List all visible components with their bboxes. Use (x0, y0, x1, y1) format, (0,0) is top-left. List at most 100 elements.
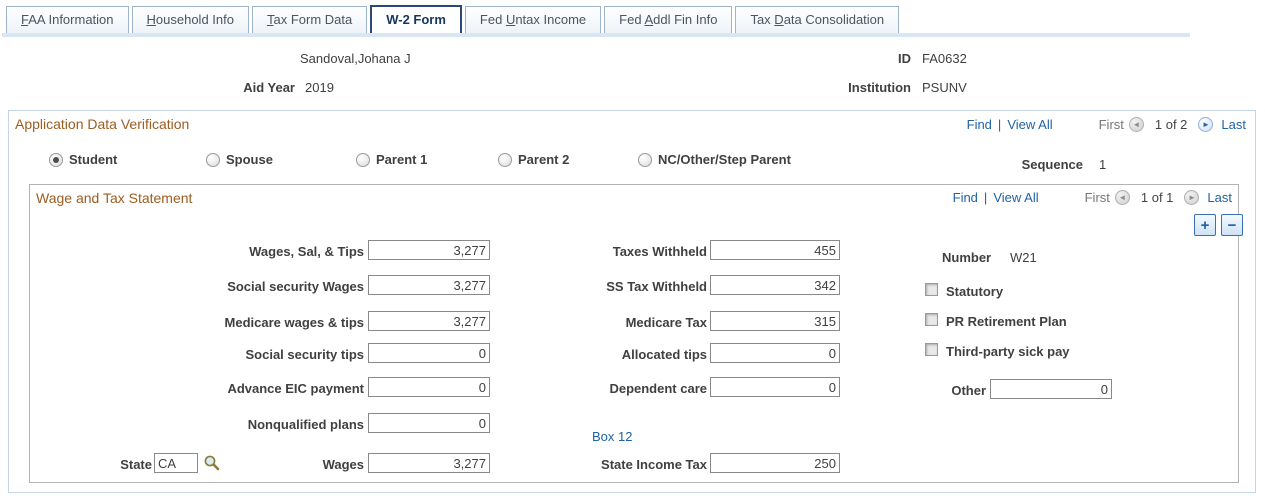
delete-row-button[interactable]: − (1221, 214, 1243, 236)
nav-separator: | (983, 190, 988, 205)
radio-nc-other-step-parent-control[interactable] (638, 152, 652, 167)
application-data-verification-section: Application Data Verification Find | Vie… (8, 110, 1256, 493)
tab-label-key: U (505, 12, 516, 27)
radio-parent-1-label: Parent 1 (376, 152, 428, 167)
medicare-tax-label: Medicare Tax (625, 315, 707, 330)
allocated-tips-input[interactable] (710, 343, 840, 363)
wage-record-nav: Find | View All First ◄ 1 of 1 ► Last (953, 190, 1232, 205)
tab-label-pre: Fed (479, 12, 506, 27)
tab-bar: FAA Information Household Info Tax Form … (6, 5, 900, 33)
wage-row-position: 1 of 1 (1140, 190, 1174, 205)
tab-household-info[interactable]: Household Info (131, 6, 249, 33)
wage-find-link[interactable]: Find (952, 190, 978, 205)
nonqualified-plans-label: Nonqualified plans (247, 417, 364, 432)
magnifier-icon (204, 455, 220, 471)
tab-underline-bar (2, 33, 1190, 37)
dependent-care-input[interactable] (710, 377, 840, 397)
state-wages-input[interactable] (368, 453, 490, 473)
tab-fed-untax-income[interactable]: Fed Untax Income (464, 6, 602, 33)
radio-student[interactable]: Student (49, 152, 117, 167)
tab-faa-information[interactable]: FAA Information (6, 6, 129, 33)
adv-view-all-link[interactable]: View All (1007, 117, 1053, 132)
nonqualified-plans-input[interactable] (368, 413, 490, 433)
other-label: Other (951, 383, 986, 398)
social-security-tips-input[interactable] (368, 343, 490, 363)
adv-next-row-button[interactable]: ► (1198, 117, 1214, 132)
state-lookup-button[interactable] (203, 454, 220, 474)
wage-section-title: Wage and Tax Statement (36, 190, 193, 206)
tab-label-post: ata Consolidation (783, 12, 885, 27)
right-arrow-icon: ► (1201, 120, 1210, 129)
medicare-tax-input[interactable] (710, 311, 840, 331)
social-security-wages-input[interactable] (368, 275, 490, 295)
tab-fed-addl-fin-info[interactable]: Fed Addl Fin Info (604, 6, 733, 33)
taxes-withheld-input[interactable] (710, 240, 840, 260)
sequence-value: 1 (1099, 157, 1107, 172)
wage-next-row-button: ► (1184, 190, 1200, 205)
right-arrow-icon: ► (1187, 193, 1196, 202)
tab-label-pre: Fed (619, 12, 645, 27)
tab-label-post: ax Form Data (273, 12, 353, 27)
radio-parent-2-label: Parent 2 (518, 152, 570, 167)
nav-separator: | (997, 117, 1002, 132)
ss-tax-withheld-input[interactable] (710, 275, 840, 295)
third-party-sick-pay-checkbox[interactable] (925, 343, 938, 356)
radio-student-label: Student (69, 152, 118, 167)
tab-label-post: AA Information (28, 12, 114, 27)
wage-and-tax-statement-section: Wage and Tax Statement Find | View All F… (29, 184, 1243, 483)
institution-value: PSUNV (922, 80, 967, 95)
tab-label-key: F (21, 12, 29, 27)
social-security-tips-label: Social security tips (245, 347, 365, 362)
add-row-button[interactable]: + (1194, 214, 1216, 236)
radio-spouse-label: Spouse (226, 152, 273, 167)
medicare-wages-tips-label: Medicare wages & tips (224, 315, 364, 330)
statutory-checkbox[interactable] (925, 283, 938, 296)
wage-first-text: First (1084, 190, 1110, 205)
radio-nc-other-step-parent[interactable]: NC/Other/Step Parent (638, 152, 791, 167)
box-12-link[interactable]: Box 12 (592, 429, 633, 444)
adv-row-position: 1 of 2 (1154, 117, 1188, 132)
radio-student-control[interactable] (49, 152, 63, 167)
radio-parent-2[interactable]: Parent 2 (498, 152, 569, 167)
other-input[interactable] (990, 379, 1112, 399)
tab-label-post: ntax Income (515, 12, 587, 27)
tab-label-key: T (266, 12, 274, 27)
tab-label-pre: W-2 Form (386, 12, 446, 27)
institution-label: Institution (848, 80, 911, 95)
wages-sal-tips-input[interactable] (368, 240, 490, 260)
tab-label-key: A (644, 12, 654, 27)
radio-spouse[interactable]: Spouse (206, 152, 273, 167)
aid-year-value: 2019 (305, 80, 334, 95)
statutory-label: Statutory (946, 284, 1004, 299)
wage-view-all-link[interactable]: View All (993, 190, 1039, 205)
wage-last-link[interactable]: Last (1207, 190, 1232, 205)
wages-sal-tips-label: Wages, Sal, & Tips (249, 244, 364, 259)
tab-tax-data-consolidation[interactable]: Tax Data Consolidation (735, 6, 900, 33)
state-label: State (120, 457, 152, 472)
id-label: ID (898, 51, 911, 66)
row-action-buttons: + − (1194, 214, 1243, 236)
radio-parent-1[interactable]: Parent 1 (356, 152, 427, 167)
radio-spouse-control[interactable] (206, 152, 220, 167)
ss-tax-withheld-label: SS Tax Withheld (606, 279, 707, 294)
radio-parent-2-control[interactable] (498, 152, 512, 167)
state-income-tax-input[interactable] (710, 453, 840, 473)
pr-retirement-plan-checkbox[interactable] (925, 313, 938, 326)
adv-previous-row-button: ◄ (1128, 117, 1144, 132)
sequence-label: Sequence (1021, 157, 1083, 172)
radio-parent-1-control[interactable] (356, 152, 370, 167)
adv-section-title: Application Data Verification (15, 116, 190, 132)
tab-tax-form-data[interactable]: Tax Form Data (251, 6, 368, 33)
tab-w2-form[interactable]: W-2 Form (370, 5, 462, 33)
adv-find-link[interactable]: Find (966, 117, 992, 132)
advance-eic-payment-input[interactable] (368, 377, 490, 397)
taxes-withheld-label: Taxes Withheld (612, 244, 707, 259)
adv-last-link[interactable]: Last (1221, 117, 1246, 132)
dependent-care-label: Dependent care (609, 381, 707, 396)
state-input[interactable] (154, 453, 198, 473)
pr-retirement-plan-label: PR Retirement Plan (946, 314, 1067, 329)
medicare-wages-tips-input[interactable] (368, 311, 490, 331)
adv-first-text: First (1098, 117, 1124, 132)
third-party-sick-pay-label: Third-party sick pay (946, 344, 1070, 359)
